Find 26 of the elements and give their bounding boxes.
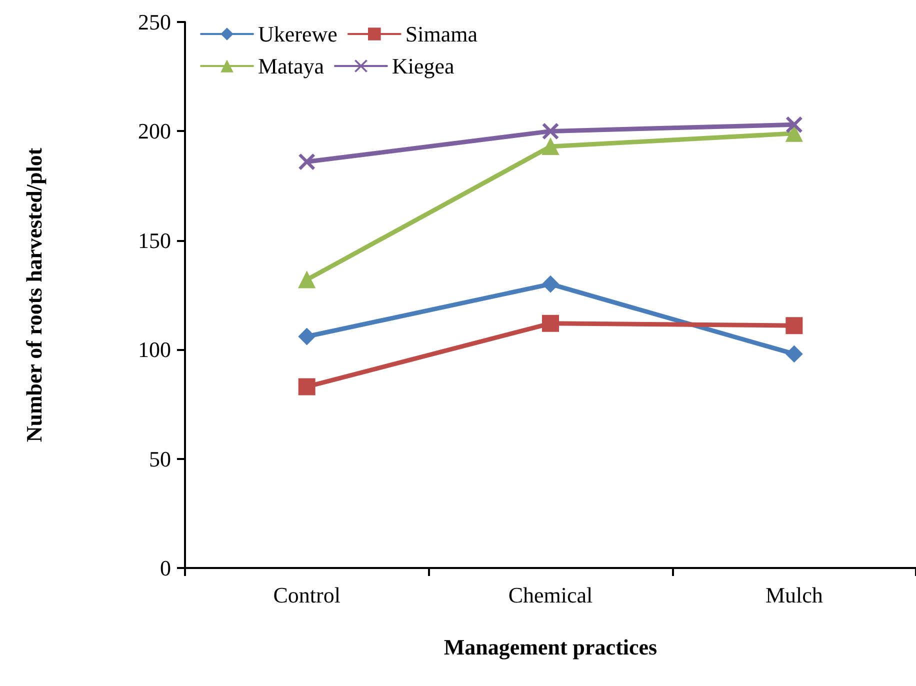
y-axis-title: Number of roots harvested/plot [22,147,46,442]
y-tick-label: 150 [138,228,171,253]
legend-label: Kiegea [392,54,454,78]
point [542,123,558,140]
point [298,271,316,288]
point [542,314,559,332]
point [786,345,803,362]
point [542,276,559,293]
legend-label: Ukerewe [258,22,338,46]
x-tick-label: Chemical [508,582,593,608]
y-tick-label: 250 [138,10,171,34]
x-tick-label: Control [273,582,340,608]
legend-label: Mataya [258,54,324,78]
y-tick-label: 50 [149,446,171,472]
point [542,138,559,155]
y-tick-label: 0 [160,556,171,580]
legend-label: Simama [405,22,478,46]
x-axis-title: Management practices [444,634,658,660]
point [786,317,803,334]
y-tick-label: 200 [138,118,171,144]
point [298,154,315,170]
point [786,116,802,133]
y-tick-label: 100 [138,337,171,362]
point [298,328,316,345]
point [298,378,316,396]
x-tick-label: Mulch [765,582,823,608]
